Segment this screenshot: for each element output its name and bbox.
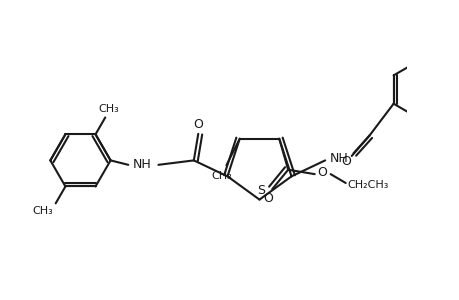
Text: O: O (317, 166, 327, 179)
Text: NH: NH (329, 152, 348, 165)
Text: CH₃: CH₃ (211, 171, 232, 181)
Text: O: O (193, 118, 203, 130)
Text: NH: NH (133, 158, 151, 171)
Text: O: O (341, 155, 351, 168)
Text: O: O (263, 192, 273, 206)
Text: CH₃: CH₃ (32, 206, 53, 216)
Text: CH₃: CH₃ (98, 104, 119, 115)
Text: CH₂CH₃: CH₂CH₃ (347, 180, 388, 190)
Text: S: S (257, 184, 265, 197)
